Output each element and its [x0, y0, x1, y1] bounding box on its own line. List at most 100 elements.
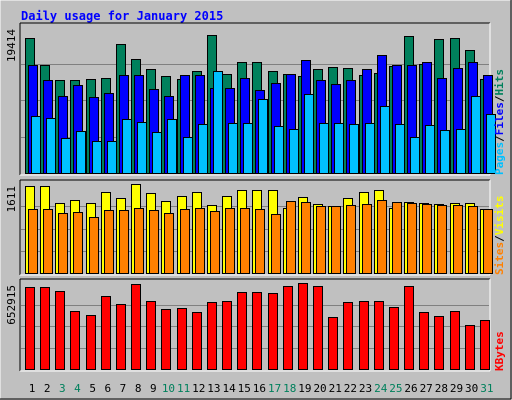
- bar-pages-day-11: [183, 137, 193, 174]
- bar-sites-day-3: [58, 213, 68, 274]
- bar-kbytes-day-29: [450, 311, 460, 370]
- bar-pages-day-30: [471, 96, 481, 174]
- bar-sites-day-4: [73, 212, 83, 274]
- legend-entry-hits: Hits: [493, 69, 506, 96]
- day-label: 22: [344, 382, 357, 395]
- day-label: 17: [268, 382, 281, 395]
- bar-kbytes-day-22: [343, 302, 353, 370]
- bar-pages-day-24: [380, 106, 390, 174]
- legend-entry-files: Files: [493, 102, 506, 135]
- bar-pages-day-7: [122, 119, 132, 174]
- day-label: 4: [74, 382, 81, 395]
- bar-pages-day-29: [456, 129, 466, 174]
- side-legend-visits-sites: Sites/Visits: [493, 196, 506, 276]
- day-label: 19: [298, 382, 311, 395]
- day-label: 6: [104, 382, 111, 395]
- legend-entry-visits: Visits: [493, 196, 506, 236]
- bar-pages-day-8: [137, 122, 147, 174]
- bar-kbytes-day-15: [237, 292, 247, 370]
- bar-kbytes-day-24: [374, 301, 384, 370]
- panel-kbytes: 652915 KBytes: [5, 278, 506, 372]
- series-sites: [28, 200, 493, 274]
- day-label: 25: [389, 382, 402, 395]
- bar-pages-day-5: [92, 141, 102, 174]
- panel-visits-sites: 1611 Sites/Visits: [5, 179, 506, 276]
- bar-kbytes-day-16: [252, 292, 262, 370]
- bar-pages-day-2: [46, 118, 56, 174]
- bar-sites-day-16: [255, 209, 265, 274]
- bar-kbytes-day-13: [207, 302, 217, 370]
- bar-kbytes-day-9: [146, 301, 156, 370]
- side-legend-hits-files-pages: Pages/Files/Hits: [493, 69, 506, 175]
- bar-kbytes-day-25: [389, 307, 399, 370]
- bar-pages-day-26: [410, 137, 420, 174]
- day-label: 26: [404, 382, 417, 395]
- bar-kbytes-day-1: [25, 287, 35, 370]
- bar-kbytes-day-30: [465, 325, 475, 370]
- bar-sites-day-11: [180, 209, 190, 274]
- bar-sites-day-12: [195, 208, 205, 274]
- bar-sites-day-20: [316, 206, 326, 274]
- bar-sites-day-23: [362, 204, 372, 274]
- day-label: 8: [135, 382, 142, 395]
- bar-pages-day-21: [334, 123, 344, 174]
- bar-kbytes-day-4: [70, 311, 80, 370]
- day-label: 11: [177, 382, 190, 395]
- scale-label: 652915: [5, 285, 18, 325]
- bar-kbytes-day-2: [40, 287, 50, 370]
- bar-pages-day-13: [213, 71, 223, 174]
- bar-sites-day-10: [164, 213, 174, 274]
- bar-kbytes-day-14: [222, 301, 232, 370]
- day-label: 3: [59, 382, 66, 395]
- bar-sites-day-24: [377, 200, 387, 274]
- bar-kbytes-day-20: [313, 286, 323, 370]
- day-label: 5: [89, 382, 96, 395]
- day-label: 29: [450, 382, 463, 395]
- legend-separator: /: [493, 135, 506, 142]
- bar-pages-day-16: [258, 99, 268, 174]
- day-label: 20: [313, 382, 326, 395]
- bar-pages-day-4: [76, 131, 86, 174]
- bar-sites-day-1: [28, 209, 38, 274]
- day-label: 7: [120, 382, 127, 395]
- bar-sites-day-27: [422, 204, 432, 274]
- bar-kbytes-day-31: [480, 320, 490, 370]
- bar-sites-day-13: [210, 211, 220, 274]
- day-label: 30: [465, 382, 478, 395]
- bar-sites-day-29: [453, 205, 463, 274]
- bar-pages-day-12: [198, 124, 208, 174]
- chart-panels: 19414Pages/Files/Hits1611Sites/Visits652…: [5, 22, 506, 372]
- bar-kbytes-day-17: [268, 293, 278, 370]
- bar-kbytes-day-11: [177, 308, 187, 370]
- bar-kbytes-day-6: [101, 296, 111, 370]
- bar-pages-day-22: [349, 124, 359, 174]
- side-legend-kbytes: KBytes: [493, 331, 506, 371]
- bar-kbytes-day-5: [86, 315, 96, 370]
- bar-kbytes-day-27: [419, 312, 429, 370]
- bar-sites-day-19: [301, 202, 311, 274]
- bar-kbytes-day-12: [192, 312, 202, 370]
- bar-pages-day-27: [425, 125, 435, 174]
- series-pages: [31, 71, 496, 174]
- day-axis-labels: 1 2 3 4 5 6 7 8 9 10 11 12 13 14 15 16 17 18 19 20 21 22 23 24 2…: [29, 382, 494, 395]
- day-label: 18: [283, 382, 296, 395]
- bar-sites-day-28: [437, 205, 447, 274]
- bar-kbytes-day-23: [359, 301, 369, 370]
- bar-kbytes-day-3: [55, 291, 65, 370]
- bar-kbytes-day-28: [434, 316, 444, 370]
- bar-pages-day-10: [167, 119, 177, 174]
- bar-sites-day-17: [271, 214, 281, 274]
- legend-entry-sites: Sites: [493, 242, 506, 275]
- bar-pages-day-17: [274, 126, 284, 174]
- bar-pages-day-25: [395, 124, 405, 174]
- chart-title: Daily usage for January 2015: [21, 9, 223, 23]
- day-label: 28: [435, 382, 448, 395]
- day-label: 23: [359, 382, 372, 395]
- bar-pages-day-1: [31, 116, 41, 174]
- day-label: 15: [238, 382, 251, 395]
- bar-pages-day-3: [61, 138, 71, 174]
- day-label: 2: [44, 382, 51, 395]
- bar-kbytes-day-8: [131, 284, 141, 370]
